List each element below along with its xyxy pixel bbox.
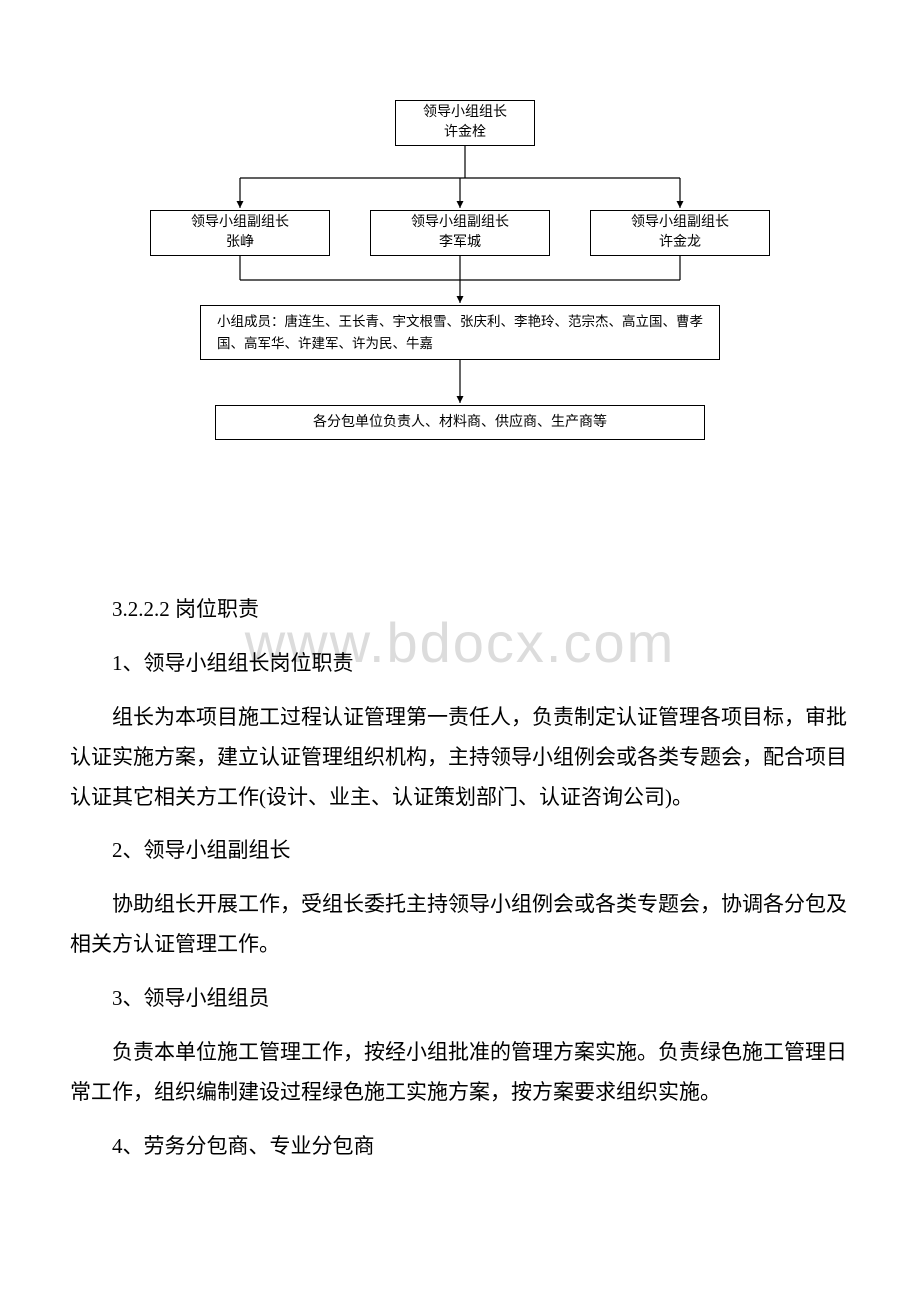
para-2: 组长为本项目施工过程认证管理第一责任人，负责制定认证管理各项目标，审批认证实施方…	[70, 698, 850, 818]
node-vice-3-title: 领导小组副组长	[631, 213, 729, 233]
section-number: 3.2.2.2 岗位职责	[70, 590, 850, 630]
node-leader-name: 许金栓	[444, 123, 486, 143]
node-vice-2-name: 李军城	[439, 233, 481, 253]
node-leader: 领导小组组长 许金栓	[395, 100, 535, 146]
para-6: 负责本单位施工管理工作，按经小组批准的管理方案实施。负责绿色施工管理日常工作，组…	[70, 1033, 850, 1113]
para-7: 4、劳务分包商、专业分包商	[70, 1127, 850, 1167]
node-members-text: 小组成员：唐连生、王长青、宇文根雪、张庆利、李艳玲、范宗杰、高立国、曹孝国、高军…	[217, 311, 703, 354]
node-vice-1-title: 领导小组副组长	[191, 213, 289, 233]
para-5: 3、领导小组组员	[70, 979, 850, 1019]
org-chart: 领导小组组长 许金栓 领导小组副组长 张峥 领导小组副组长 李军城 领导小组副组…	[140, 100, 780, 470]
node-vice-2: 领导小组副组长 李军城	[370, 210, 550, 256]
node-leader-title: 领导小组组长	[423, 103, 507, 123]
node-vice-3-name: 许金龙	[659, 233, 701, 253]
body-text: 3.2.2.2 岗位职责 1、领导小组组长岗位职责 组长为本项目施工过程认证管理…	[70, 590, 850, 1167]
node-vice-1-name: 张峥	[226, 233, 254, 253]
para-1: 1、领导小组组长岗位职责	[70, 644, 850, 684]
node-members: 小组成员：唐连生、王长青、宇文根雪、张庆利、李艳玲、范宗杰、高立国、曹孝国、高军…	[200, 305, 720, 360]
node-vice-2-title: 领导小组副组长	[411, 213, 509, 233]
para-4: 协助组长开展工作，受组长委托主持领导小组例会或各类专题会，协调各分包及相关方认证…	[70, 885, 850, 965]
node-vice-1: 领导小组副组长 张峥	[150, 210, 330, 256]
node-suppliers-text: 各分包单位负责人、材料商、供应商、生产商等	[313, 413, 607, 433]
node-vice-3: 领导小组副组长 许金龙	[590, 210, 770, 256]
node-suppliers: 各分包单位负责人、材料商、供应商、生产商等	[215, 405, 705, 440]
para-3: 2、领导小组副组长	[70, 831, 850, 871]
page: www.bdocx.com 领	[0, 0, 920, 1302]
